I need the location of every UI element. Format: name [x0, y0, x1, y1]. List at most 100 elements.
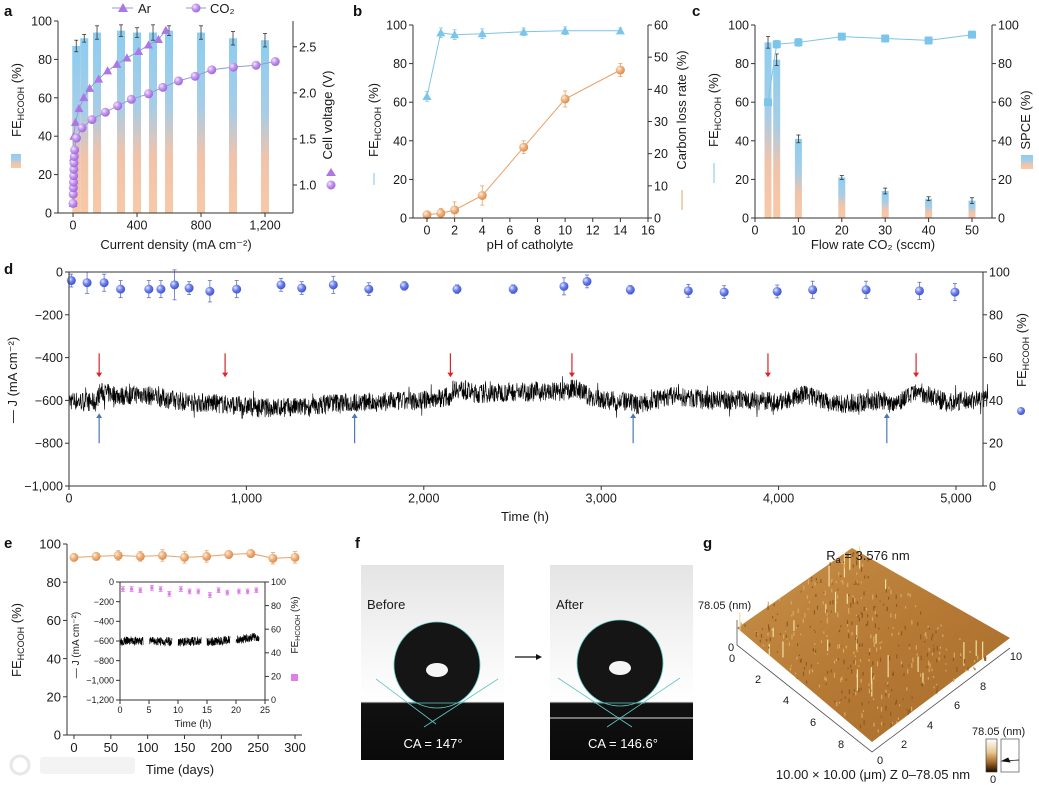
fe-point — [99, 278, 109, 288]
y2-tick-label: 80 — [998, 57, 1012, 71]
bar — [72, 45, 81, 214]
inset-y2-tick-label: 60 — [271, 624, 281, 634]
y2-tick-label: 0 — [989, 480, 996, 494]
colorbar-min-label: 0 — [990, 774, 996, 785]
colorbar — [985, 738, 998, 773]
ar-point — [94, 74, 104, 83]
y2-tick-label: 100 — [989, 266, 1010, 280]
inset-fe-point — [208, 593, 212, 597]
bar — [261, 40, 270, 214]
z-axis-label: 78.05 (nm) — [698, 600, 751, 612]
x-tick-label: 300 — [284, 740, 306, 755]
inset-fe-point — [254, 588, 258, 592]
y2-tick-label: 60 — [654, 19, 668, 33]
fe-point — [232, 284, 242, 294]
inset-fe-point — [179, 587, 183, 591]
inset-y-tick-label: −1,000 — [86, 676, 114, 686]
afm-x-tick-label: 4 — [783, 695, 789, 707]
before-label: Before — [367, 597, 405, 612]
fe-point — [683, 286, 693, 296]
afm-y-tick-label: 8 — [980, 681, 986, 693]
before-image: Before CA = 147° — [361, 565, 504, 760]
co2-point — [69, 177, 79, 187]
bar — [197, 32, 206, 213]
y-tick-label: 20 — [38, 168, 52, 182]
panel-d-x-title: Time (h) — [501, 509, 549, 524]
ylabel-main: FE — [9, 120, 24, 137]
inset-fe-point — [167, 592, 171, 596]
x-tick-label: 400 — [127, 219, 148, 233]
inset-y-tick-label: −1,200 — [86, 695, 114, 705]
ra-sub: a — [836, 555, 841, 565]
after-contact-angle: CA = 146.6° — [588, 736, 658, 751]
ylabel-unit: (%) — [9, 63, 24, 87]
bar — [149, 32, 158, 213]
afm-x-tick-label: 2 — [755, 674, 761, 686]
fe-point — [113, 550, 123, 560]
y-tick-label: 60 — [393, 96, 407, 110]
inset-fe-point — [217, 588, 221, 592]
panel-a-x-title: Current density (mA cm⁻²) — [100, 237, 251, 252]
fe-line — [426, 30, 621, 97]
panel-a-legend: Ar CO₂ — [112, 1, 235, 16]
fe-point — [924, 36, 933, 45]
ylabel-main: FE — [706, 130, 721, 147]
panel-a-y2-title: Cell voltage (V) — [320, 71, 335, 160]
fe-point — [508, 284, 518, 294]
x-tick-label: 6 — [506, 224, 513, 238]
bar — [925, 198, 933, 218]
inset-fe-point — [246, 589, 250, 594]
co2-point — [69, 164, 79, 174]
before-contact-angle: CA = 147° — [403, 736, 462, 751]
legend-label-co2: CO₂ — [210, 1, 235, 16]
inset-fe-point — [225, 591, 229, 595]
y-tick-label: −200 — [35, 308, 63, 322]
ylabel-sub: HCOOH — [713, 97, 723, 131]
co2-point — [251, 60, 261, 70]
panel-a-chart: 0 20 40 60 80 100 1.0 1.5 2.0 2.5 0 400 800 1,200 — [31, 15, 316, 233]
bar-legend-swatch — [11, 154, 21, 168]
panel-e-x-title: Time (days) — [146, 762, 214, 777]
ylabel-main: FE — [1014, 370, 1029, 387]
x-tick-label: 5,000 — [940, 492, 971, 506]
red-arrow-head — [913, 372, 920, 378]
inset-fe-point — [150, 586, 154, 590]
panel-e-y-title: FEHCOOH (%) — [9, 603, 26, 677]
current-density-trace — [68, 376, 989, 419]
y-tick-label: −600 — [35, 394, 63, 408]
z-axis-zero: 0 — [728, 642, 734, 654]
fe-point — [144, 284, 154, 294]
ra-main: R — [826, 548, 835, 563]
height-histogram — [1000, 738, 1020, 773]
inset-y2-tick-label: 0 — [271, 695, 276, 705]
y-tick-label: 0 — [45, 207, 52, 221]
x-tick-label: 4,000 — [763, 492, 794, 506]
watermark-mark — [40, 757, 135, 774]
fe-point — [422, 91, 432, 101]
bar — [133, 32, 142, 213]
fe-point — [559, 281, 569, 291]
inset-y2-tick-label: 80 — [271, 601, 281, 611]
x-tick-label: 16 — [641, 224, 655, 238]
co2-point — [77, 123, 87, 133]
colorbar-max-label: 78.05 (nm) — [972, 726, 1025, 738]
inset-y2-tick-label: 100 — [271, 577, 286, 587]
blue-arrow-head — [630, 413, 637, 418]
carbon-loss-point — [560, 94, 570, 104]
co2-point — [173, 76, 183, 86]
panel-label-c: c — [692, 3, 700, 20]
inset-current-segment — [235, 632, 260, 644]
ylabel-sub: HCOOH — [16, 87, 26, 121]
panel-f-images: Before CA = 147° After CA = 146.6° — [361, 565, 693, 760]
inset-y2-tick-label: 40 — [271, 648, 281, 658]
red-arrow-head — [222, 372, 229, 378]
y2-tick-label: 0 — [998, 212, 1005, 226]
co2-point — [68, 198, 78, 208]
y-tick-label: −400 — [35, 351, 63, 365]
panel-c-y-title: FEHCOOH (%) — [706, 73, 723, 147]
inset-fe-point — [121, 587, 125, 591]
y-tick-label: 40 — [47, 651, 61, 666]
y2-tick-label: 0 — [654, 212, 661, 226]
